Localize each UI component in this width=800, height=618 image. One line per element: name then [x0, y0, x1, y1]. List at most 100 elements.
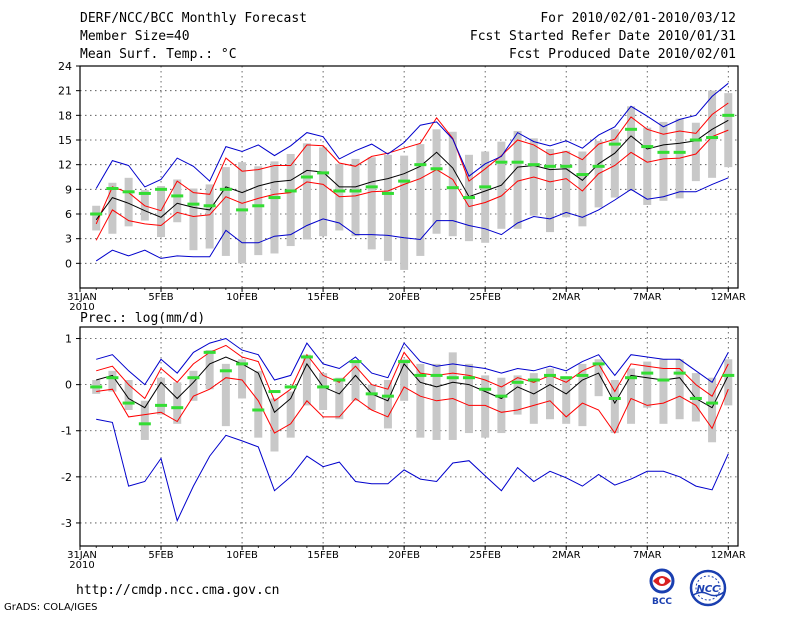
ensemble-box — [383, 380, 392, 429]
ensemble-box — [400, 155, 409, 270]
y-tick-label: 0 — [65, 379, 72, 392]
ensemble-box — [270, 398, 279, 452]
ensemble-box — [448, 131, 457, 237]
x-tick-label: 7MAR — [633, 550, 662, 561]
header-variable: Mean Surf. Temp.: °C — [80, 47, 237, 62]
x-tick-label: 5FEB — [148, 292, 173, 303]
ensemble-box — [448, 352, 457, 440]
ensemble-box — [529, 373, 538, 424]
ensemble-box — [627, 106, 636, 191]
y-tick-label: -2 — [61, 471, 72, 484]
y-tick-label: 21 — [58, 85, 72, 98]
x-tick-label: 12MAR — [711, 550, 746, 561]
ensemble-box — [302, 354, 311, 406]
ensemble-box — [513, 130, 522, 229]
ensemble-box — [659, 121, 668, 201]
ncc-logo-text: NCC — [696, 584, 720, 595]
x-tick-label: 20FEB — [388, 550, 420, 561]
ensemble-box — [254, 166, 263, 256]
header-start-date: Fcst Started Refer Date 2010/01/31 — [469, 29, 736, 44]
y-tick-label: 18 — [58, 109, 72, 122]
x-tick-label: 2MAR — [552, 550, 581, 561]
ensemble-box — [708, 90, 717, 178]
ensemble-box — [383, 154, 392, 261]
ensemble-box — [643, 361, 652, 408]
ensemble-box — [691, 122, 700, 182]
footer-credit: GrADS: COLA/IGES — [4, 602, 98, 613]
x-tick-label: 15FEB — [307, 550, 339, 561]
x-tick-label: 15FEB — [307, 292, 339, 303]
ensemble-box — [238, 359, 247, 399]
series-line-mean — [96, 356, 729, 414]
plot-frame — [79, 65, 739, 289]
ensemble-box — [724, 359, 733, 406]
x-tick-label: 2MAR — [552, 292, 581, 303]
series-line-mean — [95, 119, 729, 221]
x-tick-label: 12MAR — [711, 292, 746, 303]
x-tick-label: 7MAR — [633, 292, 662, 303]
footer-url[interactable]: http://cmdp.ncc.cma.gov.cn — [76, 583, 280, 598]
ensemble-box — [578, 151, 587, 227]
x-tick-label: 2010 — [69, 560, 94, 571]
ensemble-box — [497, 377, 506, 434]
ensemble-box — [594, 359, 603, 397]
header-title: DERF/NCC/BCC Monthly Forecast — [80, 11, 307, 26]
ensemble-box — [124, 380, 133, 410]
y-tick-label: 9 — [65, 183, 72, 196]
ensemble-box — [610, 380, 619, 434]
ensemble-box — [432, 363, 441, 440]
ensemble-box — [432, 129, 441, 234]
series-line-min — [95, 82, 729, 189]
ensemble-box — [108, 182, 117, 234]
ensemble-box — [189, 188, 198, 251]
header-period: For 2010/02/01-2010/03/12 — [540, 11, 736, 26]
ensemble-box — [157, 377, 166, 415]
y-tick-label: -1 — [61, 425, 72, 438]
series-line-p-low — [95, 129, 729, 241]
ensemble-box — [481, 151, 490, 243]
x-tick-label: 10FEB — [226, 292, 258, 303]
y-tick-label: 15 — [58, 134, 72, 147]
ensemble-box — [513, 375, 522, 415]
ensemble-box — [254, 370, 263, 438]
ensemble-box — [157, 186, 166, 238]
ensemble-box — [400, 359, 409, 401]
ensemble-box — [205, 350, 214, 390]
bcc-logo-text: BCC — [652, 597, 672, 606]
x-tick-label: 31JAN — [67, 550, 97, 561]
ensemble-box — [546, 368, 554, 420]
ensemble-box — [610, 129, 619, 198]
plot-frame — [79, 326, 739, 547]
x-tick-label: 25FEB — [469, 292, 501, 303]
ensemble-box — [319, 147, 328, 237]
y-tick-label: 1 — [65, 333, 72, 346]
precip-panel-title: Prec.: log(mm/d) — [80, 311, 206, 326]
ensemble-box — [335, 377, 344, 420]
ensemble-box — [140, 400, 149, 440]
ensemble-box — [124, 177, 133, 227]
ensemble-box — [481, 375, 490, 438]
series-line-p-high — [96, 377, 729, 434]
series-line-min — [96, 337, 729, 386]
ensemble-box — [708, 377, 717, 443]
ensemble-box — [562, 150, 571, 218]
y-tick-label: 0 — [65, 257, 72, 270]
x-tick-label: 31JAN — [67, 292, 97, 303]
ensemble-box — [302, 143, 311, 240]
x-tick-label: 25FEB — [469, 550, 501, 561]
header-produced-date: Fcst Produced Date 2010/02/01 — [509, 47, 736, 62]
ensemble-box — [319, 373, 328, 410]
ensemble-box — [221, 167, 230, 256]
ensemble-box — [464, 363, 473, 434]
ensemble-box — [367, 384, 376, 410]
ensemble-box — [351, 158, 360, 237]
ncc-logo-icon: NCC — [689, 569, 727, 607]
y-tick-label: -3 — [61, 517, 72, 530]
ensemble-box — [578, 363, 587, 427]
ensemble-box — [367, 157, 376, 250]
ensemble-box — [205, 184, 214, 249]
ensemble-box — [189, 370, 198, 401]
y-tick-label: 3 — [65, 233, 72, 246]
